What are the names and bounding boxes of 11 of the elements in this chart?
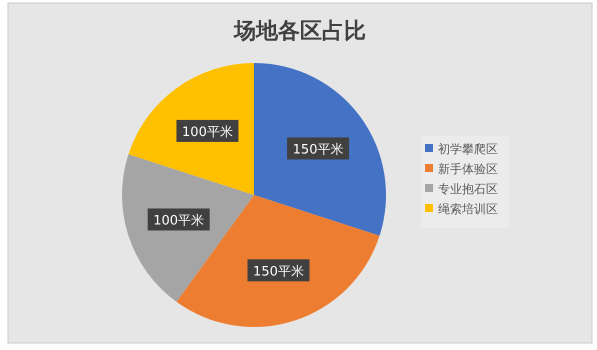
chart-title: 场地各区占比 bbox=[233, 19, 366, 44]
pie-slice bbox=[254, 63, 386, 236]
data-label: 100平米 bbox=[182, 124, 233, 140]
legend-label: 专业抱石区 bbox=[438, 182, 498, 196]
data-label: 100平米 bbox=[153, 213, 204, 228]
data-label: 150平米 bbox=[292, 142, 344, 158]
legend-label: 新手体验区 bbox=[438, 162, 498, 176]
legend-label: 初学攀爬区 bbox=[438, 142, 498, 156]
data-label: 150平米 bbox=[253, 264, 304, 280]
pie-slice bbox=[122, 154, 254, 302]
legend-label: 绳索培训区 bbox=[438, 202, 498, 216]
